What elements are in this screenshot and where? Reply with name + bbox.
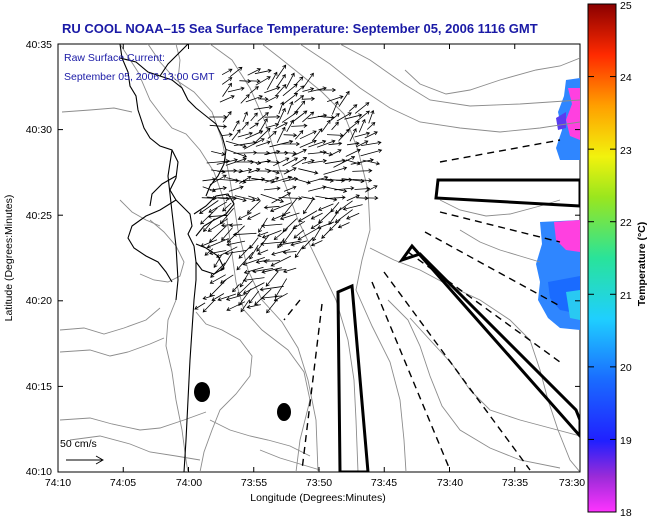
mooring-west [194, 382, 210, 402]
surface-current-vectors [194, 64, 383, 314]
mooring-east [277, 403, 291, 421]
x-tick-label: 73:55 [241, 477, 267, 489]
survey-boxes [336, 178, 580, 472]
y-tick-label: 40:30 [26, 124, 52, 136]
y-tick-label: 40:15 [26, 381, 52, 393]
x-tick-label: 73:50 [306, 477, 332, 489]
colorbar-tick-labels: 18 19 20 21 22 23 24 25 [620, 0, 632, 518]
x-tick-label: 73:45 [371, 477, 397, 489]
colorbar [587, 3, 617, 513]
x-axis-label: Longitude (Degrees:Minutes) [250, 492, 385, 504]
x-tick-label: 74:00 [176, 477, 202, 489]
plot-area [57, 43, 581, 473]
x-tick-label: 73:40 [437, 477, 463, 489]
x-tick-label: 73:35 [502, 477, 528, 489]
colorbar-tick-label: 22 [620, 217, 632, 229]
scale-arrow [66, 455, 104, 465]
x-tick-label: 74:05 [110, 477, 136, 489]
colorbar-label: Temperature (°C) [636, 222, 648, 307]
colorbar-ticks [588, 3, 616, 513]
colorbar-tick-label: 24 [620, 72, 632, 84]
colorbar-tick-label: 21 [620, 290, 632, 302]
y-tick-label: 40:20 [26, 295, 52, 307]
y-tick-label: 40:10 [26, 466, 52, 478]
current-legend-line1: Raw Surface Current: [64, 52, 165, 64]
colorbar-tick-label: 19 [620, 435, 632, 447]
y-tick-label: 40:25 [26, 210, 52, 222]
colorbar-tick-label: 18 [620, 507, 632, 518]
y-tick-labels: 40:10 40:15 40:20 40:25 40:30 40:35 [26, 39, 52, 478]
sampling-tracks [283, 139, 561, 471]
scale-arrow-label: 50 cm/s [60, 438, 97, 450]
x-tick-label: 74:10 [45, 477, 71, 489]
x-tick-labels: 74:10 74:05 74:00 73:55 73:50 73:45 73:4… [45, 477, 585, 489]
x-tick-label: 73:30 [559, 477, 585, 489]
figure-title: RU COOL NOAA–15 Sea Surface Temperature:… [62, 21, 538, 36]
y-axis-label: Latitude (Degrees:Minutes) [3, 195, 15, 322]
colorbar-tick-label: 23 [620, 145, 632, 157]
sst-patches [536, 78, 580, 330]
axis-ticks [57, 43, 581, 473]
current-legend-line2: September 05, 2006 13:00 GMT [64, 71, 215, 83]
colorbar-tick-label: 25 [620, 0, 632, 12]
coastline [119, 44, 235, 472]
colorbar-tick-label: 20 [620, 362, 632, 374]
y-tick-label: 40:35 [26, 39, 52, 51]
